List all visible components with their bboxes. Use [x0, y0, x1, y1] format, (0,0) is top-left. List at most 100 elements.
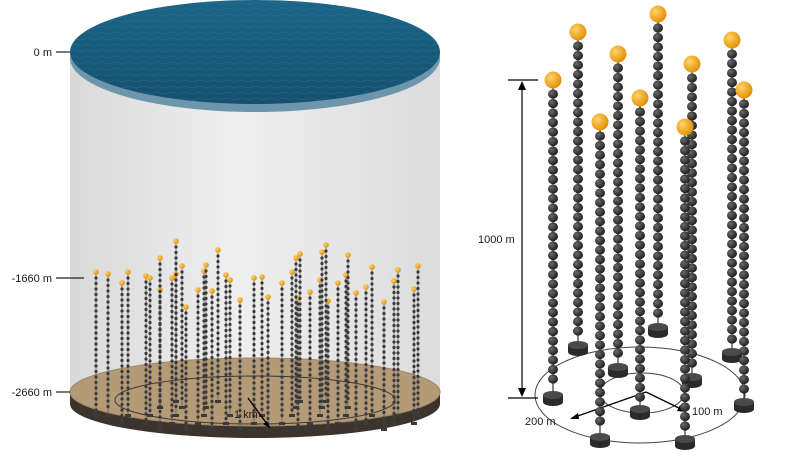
- cluster-string: [608, 45, 628, 378]
- optical-module: [126, 303, 130, 308]
- optical-module: [613, 72, 623, 83]
- optical-module: [370, 375, 374, 380]
- optical-module: [548, 155, 558, 166]
- optical-module: [266, 378, 270, 382]
- optical-module: [346, 358, 350, 362]
- optical-module: [290, 408, 294, 412]
- optical-module: [324, 309, 328, 314]
- buoy-float: [105, 271, 111, 277]
- optical-module: [392, 395, 396, 399]
- optical-module: [158, 366, 162, 371]
- optical-module: [106, 388, 110, 392]
- optical-module: [106, 327, 110, 332]
- optical-module: [144, 395, 148, 400]
- optical-module: [416, 391, 420, 395]
- optical-module: [548, 127, 558, 137]
- buoy-float: [279, 280, 285, 286]
- optical-module: [573, 326, 583, 336]
- optical-module: [370, 271, 374, 275]
- optical-module: [680, 202, 690, 213]
- optical-module: [739, 222, 749, 233]
- optical-module: [344, 323, 348, 327]
- optical-module: [653, 241, 663, 252]
- buoy-float: [544, 71, 562, 89]
- optical-module: [148, 397, 152, 402]
- optical-module: [727, 334, 737, 344]
- optical-module: [238, 304, 242, 308]
- buoy-float: [395, 267, 401, 273]
- optical-module: [680, 269, 690, 279]
- optical-module: [170, 370, 174, 374]
- optical-module: [210, 306, 214, 310]
- string-anchor-top: [675, 435, 695, 443]
- optical-module: [174, 388, 178, 392]
- optical-module: [106, 377, 110, 381]
- optical-module: [324, 364, 328, 369]
- optical-module: [252, 342, 256, 347]
- optical-module: [180, 369, 184, 373]
- optical-module: [238, 348, 242, 352]
- optical-module: [298, 291, 302, 295]
- optical-module: [635, 116, 645, 127]
- optical-module: [739, 308, 749, 318]
- left-string: [223, 272, 229, 425]
- optical-module: [548, 193, 558, 204]
- optical-module: [158, 328, 162, 332]
- optical-module: [548, 307, 558, 318]
- optical-module: [354, 302, 358, 307]
- left-string: [105, 271, 111, 417]
- optical-module: [266, 411, 270, 415]
- optical-module: [613, 253, 623, 263]
- optical-module: [739, 279, 749, 290]
- optical-module: [260, 347, 264, 351]
- optical-module: [336, 408, 340, 412]
- optical-module: [548, 355, 558, 365]
- optical-module: [635, 344, 645, 355]
- optical-module: [739, 156, 749, 166]
- optical-module: [573, 79, 583, 89]
- optical-module: [396, 329, 400, 333]
- optical-module: [392, 362, 396, 366]
- optical-module: [210, 328, 214, 332]
- optical-module: [680, 383, 690, 393]
- optical-module: [308, 395, 312, 399]
- optical-module: [216, 331, 220, 335]
- optical-module: [653, 194, 663, 204]
- optical-module: [635, 126, 645, 136]
- optical-module: [680, 278, 690, 289]
- optical-module: [184, 316, 188, 321]
- optical-module: [290, 298, 294, 302]
- optical-module: [228, 322, 232, 327]
- optical-module: [196, 409, 200, 414]
- optical-module: [298, 368, 302, 372]
- optical-module: [548, 89, 558, 99]
- optical-module: [144, 379, 148, 383]
- optical-module: [252, 414, 256, 418]
- string-anchor: [415, 414, 421, 417]
- optical-module: [382, 388, 386, 393]
- optical-module: [210, 372, 214, 376]
- optical-module: [416, 369, 420, 373]
- optical-module: [416, 396, 420, 401]
- optical-module: [196, 327, 200, 331]
- optical-module: [653, 70, 663, 81]
- optical-module: [196, 365, 200, 370]
- optical-module: [294, 344, 298, 349]
- optical-module: [324, 315, 328, 319]
- string-anchor: [237, 428, 243, 431]
- optical-module: [370, 403, 374, 407]
- optical-module: [346, 259, 350, 263]
- optical-module: [228, 289, 232, 294]
- optical-module: [392, 301, 396, 306]
- optical-module: [252, 293, 256, 297]
- optical-module: [204, 269, 208, 273]
- water-surface: [70, 0, 440, 112]
- optical-module: [94, 331, 98, 335]
- optical-module: [210, 339, 214, 343]
- left-string: [319, 249, 325, 409]
- optical-module: [739, 241, 749, 252]
- optical-module: [280, 347, 284, 352]
- optical-module: [416, 325, 420, 329]
- buoy-float: [157, 255, 163, 261]
- optical-module: [412, 304, 416, 308]
